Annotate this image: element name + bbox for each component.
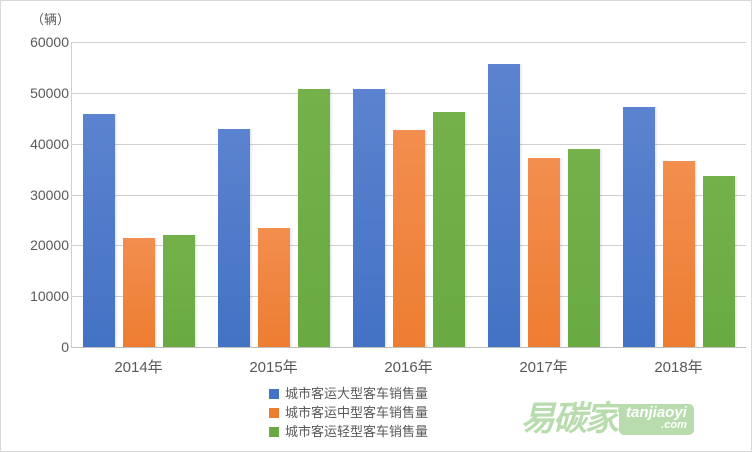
bar[interactable] — [527, 157, 563, 348]
legend-label: 城市客运大型客车销售量 — [285, 386, 429, 401]
x-tick-label: 2017年 — [519, 359, 568, 376]
bar[interactable] — [257, 227, 293, 348]
watermark-domain-badge: tanjiaoyi .com — [619, 403, 694, 435]
bar-group — [476, 42, 611, 348]
legend-swatch-icon — [269, 388, 279, 399]
bar-group — [341, 42, 476, 348]
legend-item[interactable]: 城市客运中型客车销售量 — [269, 403, 428, 422]
bar[interactable] — [217, 128, 253, 348]
watermark: 易碳家 tanjiaoyi .com — [521, 399, 694, 439]
legend-label: 城市客运轻型客车销售量 — [285, 424, 429, 439]
x-tick-label: 2016年 — [384, 359, 433, 376]
legend: 城市客运大型客车销售量 城市客运中型客车销售量 城市客运轻型客车销售量 — [269, 384, 428, 441]
bar[interactable] — [297, 89, 333, 347]
y-tick-label: 20000 — [30, 237, 69, 254]
y-tick-label: 0 — [61, 339, 69, 355]
bar[interactable] — [122, 238, 158, 347]
x-axis-baseline — [71, 347, 746, 348]
legend-item[interactable]: 城市客运轻型客车销售量 — [269, 422, 428, 441]
bar[interactable] — [162, 235, 198, 347]
bar[interactable] — [662, 160, 698, 348]
y-tick-label: 40000 — [30, 135, 69, 152]
x-tick-label: 2014年 — [114, 359, 163, 376]
bar-group — [71, 42, 206, 347]
legend-swatch-icon — [269, 407, 279, 418]
watermark-domain-text: tanjiaoyi — [626, 403, 687, 421]
plot-area — [71, 42, 746, 348]
legend-label: 城市客运中型客车销售量 — [285, 405, 429, 420]
bar[interactable] — [622, 107, 658, 347]
legend-item[interactable]: 城市客运大型客车销售量 — [269, 384, 428, 403]
y-tick-label: 60000 — [30, 34, 69, 50]
gridline — [71, 42, 746, 43]
legend-swatch-icon — [269, 426, 279, 437]
bar[interactable] — [82, 114, 118, 347]
y-tick-label: 30000 — [30, 186, 69, 203]
watermark-tld-text: .com — [661, 418, 687, 431]
x-tick-label: 2018年 — [654, 359, 703, 376]
y-axis-unit-label: （辆） — [31, 12, 71, 27]
gridline — [71, 92, 746, 94]
watermark-brand-text: 易碳家 — [521, 399, 619, 439]
y-tick-label: 10000 — [30, 288, 69, 305]
bar-group — [611, 42, 746, 348]
bar[interactable] — [352, 88, 388, 348]
bar[interactable] — [392, 129, 428, 348]
y-tick-label: 50000 — [30, 84, 69, 101]
bar[interactable] — [432, 112, 468, 347]
x-tick-label: 2015年 — [249, 359, 298, 376]
bar[interactable] — [567, 148, 603, 348]
bar[interactable] — [487, 63, 523, 348]
bar[interactable] — [702, 175, 738, 348]
bar-group — [206, 42, 341, 348]
